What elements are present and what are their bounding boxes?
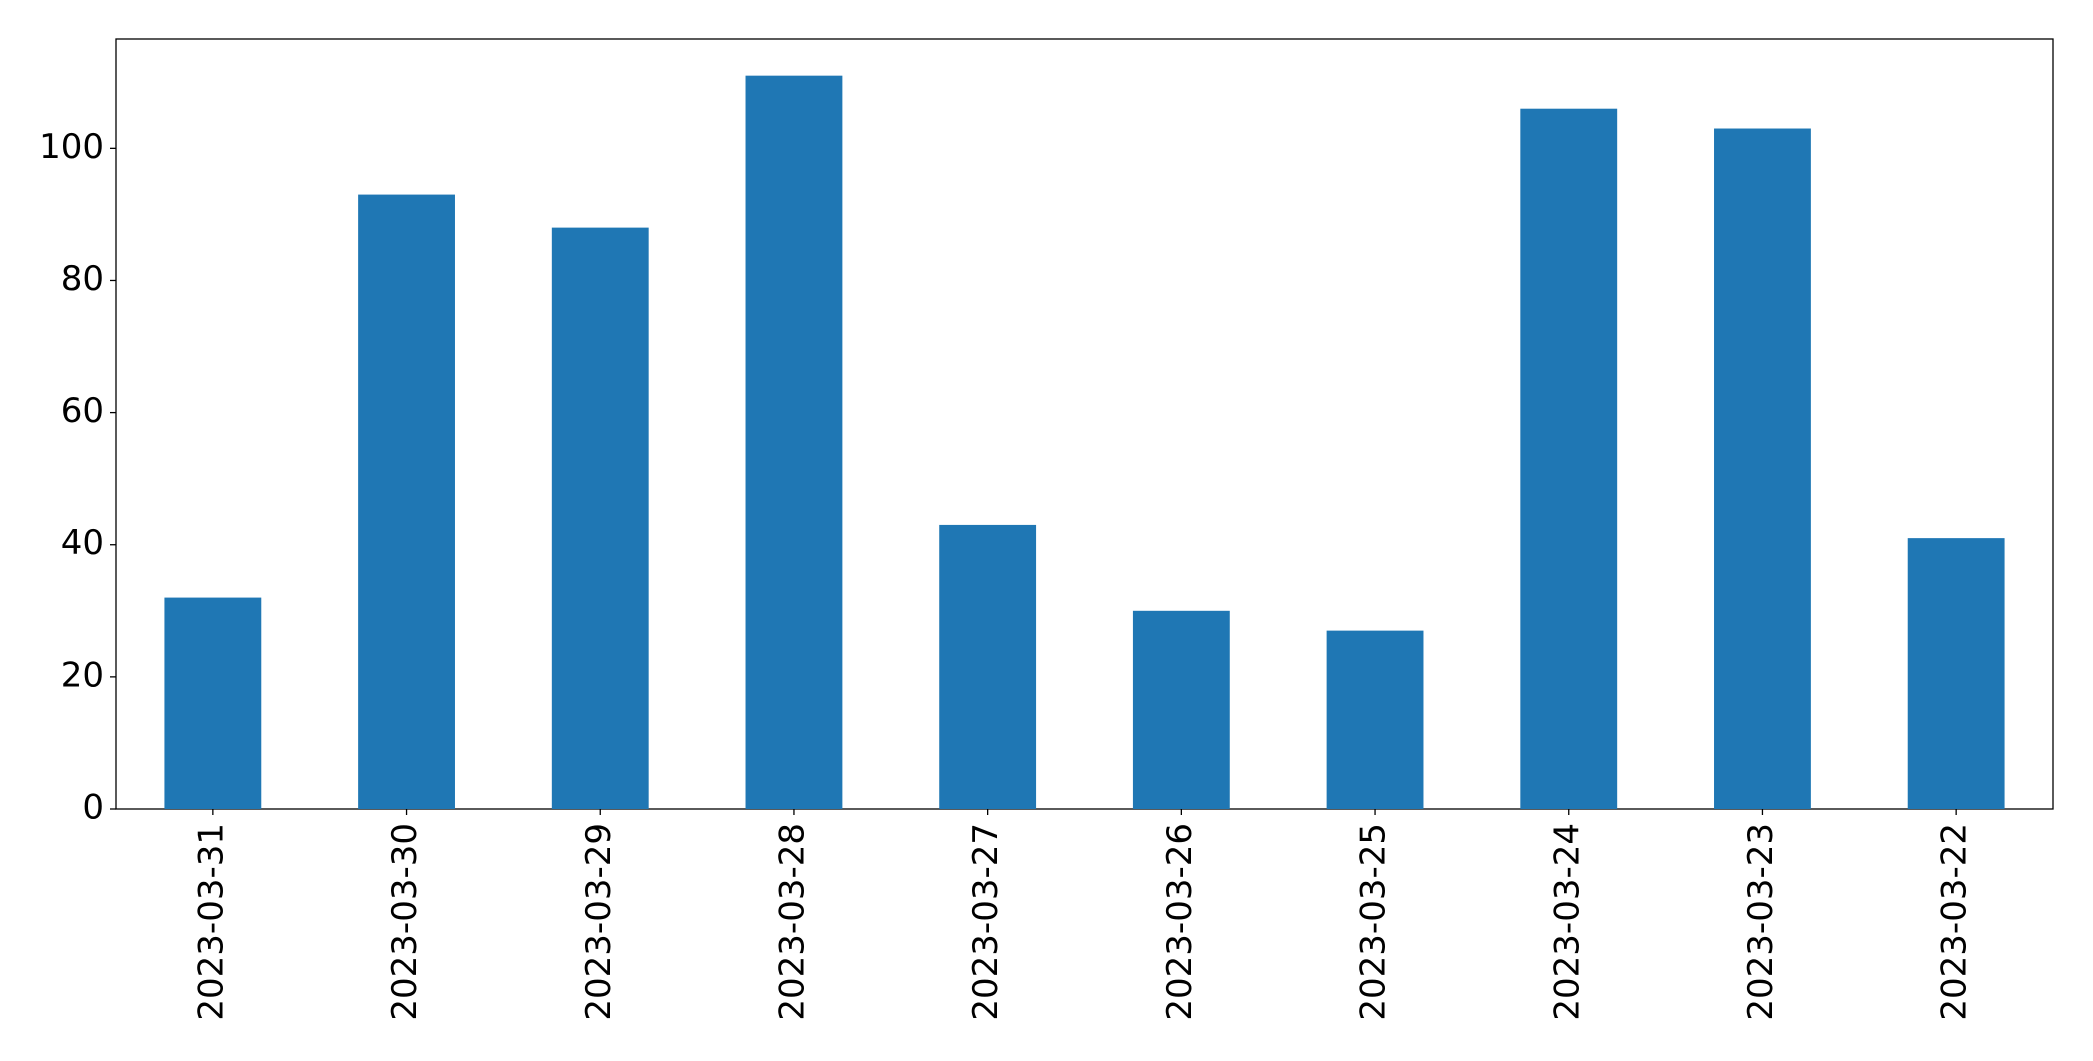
x-tick-label: 2023-03-26 xyxy=(1160,823,1200,1021)
x-tick-label: 2023-03-29 xyxy=(579,823,619,1021)
bar xyxy=(1520,108,1618,809)
x-tick-label: 2023-03-31 xyxy=(191,823,231,1021)
x-tick-label: 2023-03-25 xyxy=(1354,823,1394,1021)
bar xyxy=(1132,610,1230,809)
x-tick-label: 2023-03-24 xyxy=(1547,823,1587,1021)
bar xyxy=(939,524,1037,809)
bar xyxy=(164,597,262,809)
bar xyxy=(1907,538,2005,809)
plot-frame xyxy=(115,38,2054,810)
x-tick-label: 2023-03-22 xyxy=(1935,823,1975,1021)
bar xyxy=(1714,128,1811,809)
y-tick-label: 40 xyxy=(61,523,104,563)
bar xyxy=(1326,630,1424,809)
x-tick-label: 2023-03-23 xyxy=(1741,823,1781,1021)
y-tick-label: 20 xyxy=(61,655,104,695)
x-tick-label: 2023-03-30 xyxy=(385,823,425,1021)
bar xyxy=(551,227,649,809)
x-tick-label: 2023-03-27 xyxy=(966,823,1006,1021)
bar xyxy=(745,75,843,809)
bar xyxy=(358,194,455,810)
y-tick-label: 60 xyxy=(61,391,104,431)
y-tick-label: 80 xyxy=(61,259,104,299)
y-tick-label: 0 xyxy=(82,788,104,828)
x-tick-label: 2023-03-28 xyxy=(772,823,812,1021)
y-tick-label: 100 xyxy=(39,127,104,167)
